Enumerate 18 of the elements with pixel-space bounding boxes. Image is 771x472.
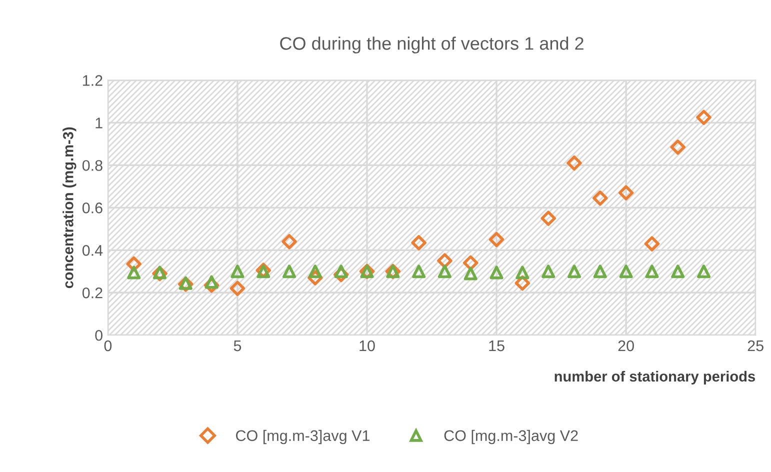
x-tick-label: 20 (618, 340, 634, 352)
x-tick-label: 15 (489, 340, 504, 352)
x-tick-label: 25 (748, 340, 764, 352)
y-tick-label: 0 (95, 330, 102, 341)
y-axis-title: concentration (mg.m-3) (62, 127, 76, 288)
y-tick-label: 0.8 (82, 160, 102, 171)
chart-title: CO during the night of vectors 1 and 2 (280, 36, 584, 54)
legend-label: CO [mg.m-3]avg V1 (236, 430, 370, 444)
y-tick-label: 1.2 (83, 75, 102, 86)
y-tick-label: 1 (96, 118, 102, 128)
x-tick-label: 0 (104, 340, 112, 352)
y-tick-label: 0.4 (82, 245, 103, 256)
y-tick-label: 0.6 (82, 202, 102, 214)
x-axis-title: number of stationary periods (554, 370, 755, 384)
legend-label: CO [mg.m-3]avg V2 (444, 430, 578, 444)
y-tick-label: 0.2 (82, 288, 102, 298)
x-tick-label: 10 (360, 340, 375, 352)
x-tick-label: 5 (234, 340, 242, 352)
